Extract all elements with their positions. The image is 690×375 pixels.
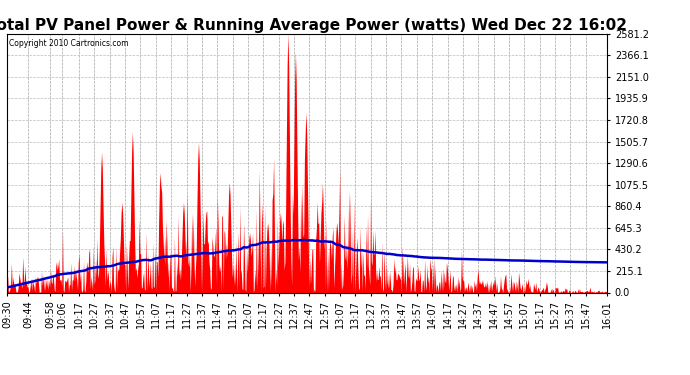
Text: Copyright 2010 Cartronics.com: Copyright 2010 Cartronics.com: [9, 39, 128, 48]
Title: Total PV Panel Power & Running Average Power (watts) Wed Dec 22 16:02: Total PV Panel Power & Running Average P…: [0, 18, 627, 33]
